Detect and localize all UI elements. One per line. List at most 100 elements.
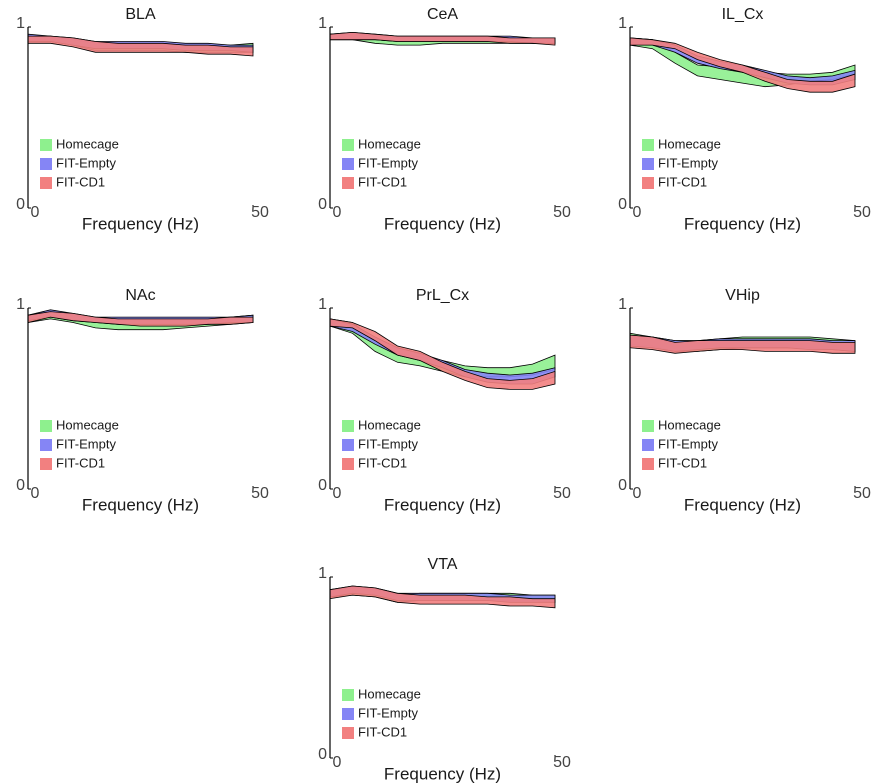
panel: PrL_Cx Homecage FIT-Empty FIT-CD1 0 1 0 50 Frequ…	[318, 287, 571, 514]
x-tick-label: 0	[633, 485, 642, 502]
legend-label: Homecage	[358, 136, 421, 151]
x-tick-label: 0	[633, 204, 642, 221]
legend-label: FIT-CD1	[56, 455, 105, 470]
x-tick-label: 0	[31, 204, 40, 221]
x-tick-label: 50	[853, 204, 871, 221]
legend-label: Homecage	[658, 136, 721, 151]
x-tick-label: 50	[553, 204, 571, 221]
legend-label: FIT-CD1	[358, 724, 407, 739]
y-tick-label: 0	[318, 477, 327, 494]
x-tick-label: 50	[853, 485, 871, 502]
legend-label: FIT-CD1	[658, 174, 707, 189]
legend-swatch	[342, 177, 354, 189]
legend-swatch	[342, 139, 354, 151]
legend-swatch	[40, 177, 52, 189]
x-tick-label: 0	[333, 204, 342, 221]
x-tick-label: 50	[553, 485, 571, 502]
legend-label: Homecage	[56, 417, 119, 432]
legend-swatch	[642, 158, 654, 170]
x-axis-label: Frequency (Hz)	[384, 764, 501, 783]
legend-label: FIT-CD1	[56, 174, 105, 189]
x-axis-label: Frequency (Hz)	[384, 214, 501, 233]
legend-swatch	[642, 420, 654, 432]
legend-label: FIT-Empty	[658, 155, 718, 170]
band	[629, 37, 856, 93]
y-tick-label: 1	[318, 296, 327, 313]
x-tick-label: 50	[251, 204, 269, 221]
legend-swatch	[40, 158, 52, 170]
y-tick-label: 1	[16, 296, 25, 313]
legend-swatch	[642, 458, 654, 470]
panel: VHip Homecage FIT-Empty FIT-CD1 0 1 0 50 Frequen…	[618, 287, 871, 514]
band	[27, 311, 254, 327]
legend-label: Homecage	[358, 686, 421, 701]
x-tick-label: 50	[251, 485, 269, 502]
band	[27, 35, 254, 57]
legend-swatch	[40, 139, 52, 151]
legend-label: FIT-CD1	[358, 455, 407, 470]
legend-swatch	[40, 420, 52, 432]
panel-title: BLA	[125, 6, 156, 23]
panel: BLA Homecage FIT-Empty FIT-CD1 0 1 0 50 Frequenc…	[16, 6, 269, 233]
x-tick-label: 0	[333, 485, 342, 502]
y-tick-label: 1	[618, 15, 627, 32]
legend-label: FIT-Empty	[358, 155, 418, 170]
x-tick-label: 0	[31, 485, 40, 502]
band	[329, 585, 556, 609]
legend-label: FIT-Empty	[658, 436, 718, 451]
x-axis-label: Frequency (Hz)	[82, 495, 199, 514]
y-tick-label: 1	[318, 565, 327, 582]
panel: VTA Homecage FIT-Empty FIT-CD1 0 1 0 50 Frequenc…	[318, 556, 571, 783]
legend-swatch	[40, 439, 52, 451]
y-tick-label: 0	[318, 746, 327, 763]
panel: NAc Homecage FIT-Empty FIT-CD1 0 1 0 50 Frequenc…	[16, 287, 269, 514]
panel-title: PrL_Cx	[416, 287, 469, 304]
legend-label: FIT-CD1	[358, 174, 407, 189]
legend-swatch	[40, 458, 52, 470]
panel-title: IL_Cx	[722, 6, 764, 23]
y-tick-label: 1	[318, 15, 327, 32]
legend-swatch	[342, 727, 354, 739]
panel: IL_Cx Homecage FIT-Empty FIT-CD1 0 1 0 50 Freque…	[618, 6, 871, 233]
panel-title: VTA	[428, 556, 458, 573]
y-tick-label: 0	[16, 477, 25, 494]
legend-label: Homecage	[56, 136, 119, 151]
x-tick-label: 50	[553, 754, 571, 771]
panel: CeA Homecage FIT-Empty FIT-CD1 0 1 0 50 Frequenc…	[318, 6, 571, 233]
y-tick-label: 0	[318, 196, 327, 213]
legend-label: FIT-Empty	[56, 155, 116, 170]
band	[629, 334, 856, 354]
legend-swatch	[342, 158, 354, 170]
legend-swatch	[342, 439, 354, 451]
x-axis-label: Frequency (Hz)	[684, 214, 801, 233]
y-tick-label: 1	[16, 15, 25, 32]
y-tick-label: 0	[16, 196, 25, 213]
legend-swatch	[642, 177, 654, 189]
legend-label: FIT-Empty	[358, 705, 418, 720]
panel-title: VHip	[725, 287, 760, 304]
x-tick-label: 0	[333, 754, 342, 771]
legend-label: Homecage	[658, 417, 721, 432]
legend-swatch	[642, 439, 654, 451]
x-axis-label: Frequency (Hz)	[82, 214, 199, 233]
legend-label: FIT-Empty	[56, 436, 116, 451]
legend-label: Homecage	[358, 417, 421, 432]
legend-swatch	[342, 420, 354, 432]
legend-swatch	[342, 708, 354, 720]
legend-label: FIT-Empty	[358, 436, 418, 451]
x-axis-label: Frequency (Hz)	[384, 495, 501, 514]
band	[329, 31, 556, 46]
legend-swatch	[342, 689, 354, 701]
y-tick-label: 0	[618, 196, 627, 213]
panel-title: CeA	[427, 6, 458, 23]
legend-swatch	[342, 458, 354, 470]
y-tick-label: 0	[618, 477, 627, 494]
legend-label: FIT-CD1	[658, 455, 707, 470]
band	[329, 318, 556, 390]
x-axis-label: Frequency (Hz)	[684, 495, 801, 514]
y-tick-label: 1	[618, 296, 627, 313]
panel-title: NAc	[125, 287, 155, 304]
legend-swatch	[642, 139, 654, 151]
